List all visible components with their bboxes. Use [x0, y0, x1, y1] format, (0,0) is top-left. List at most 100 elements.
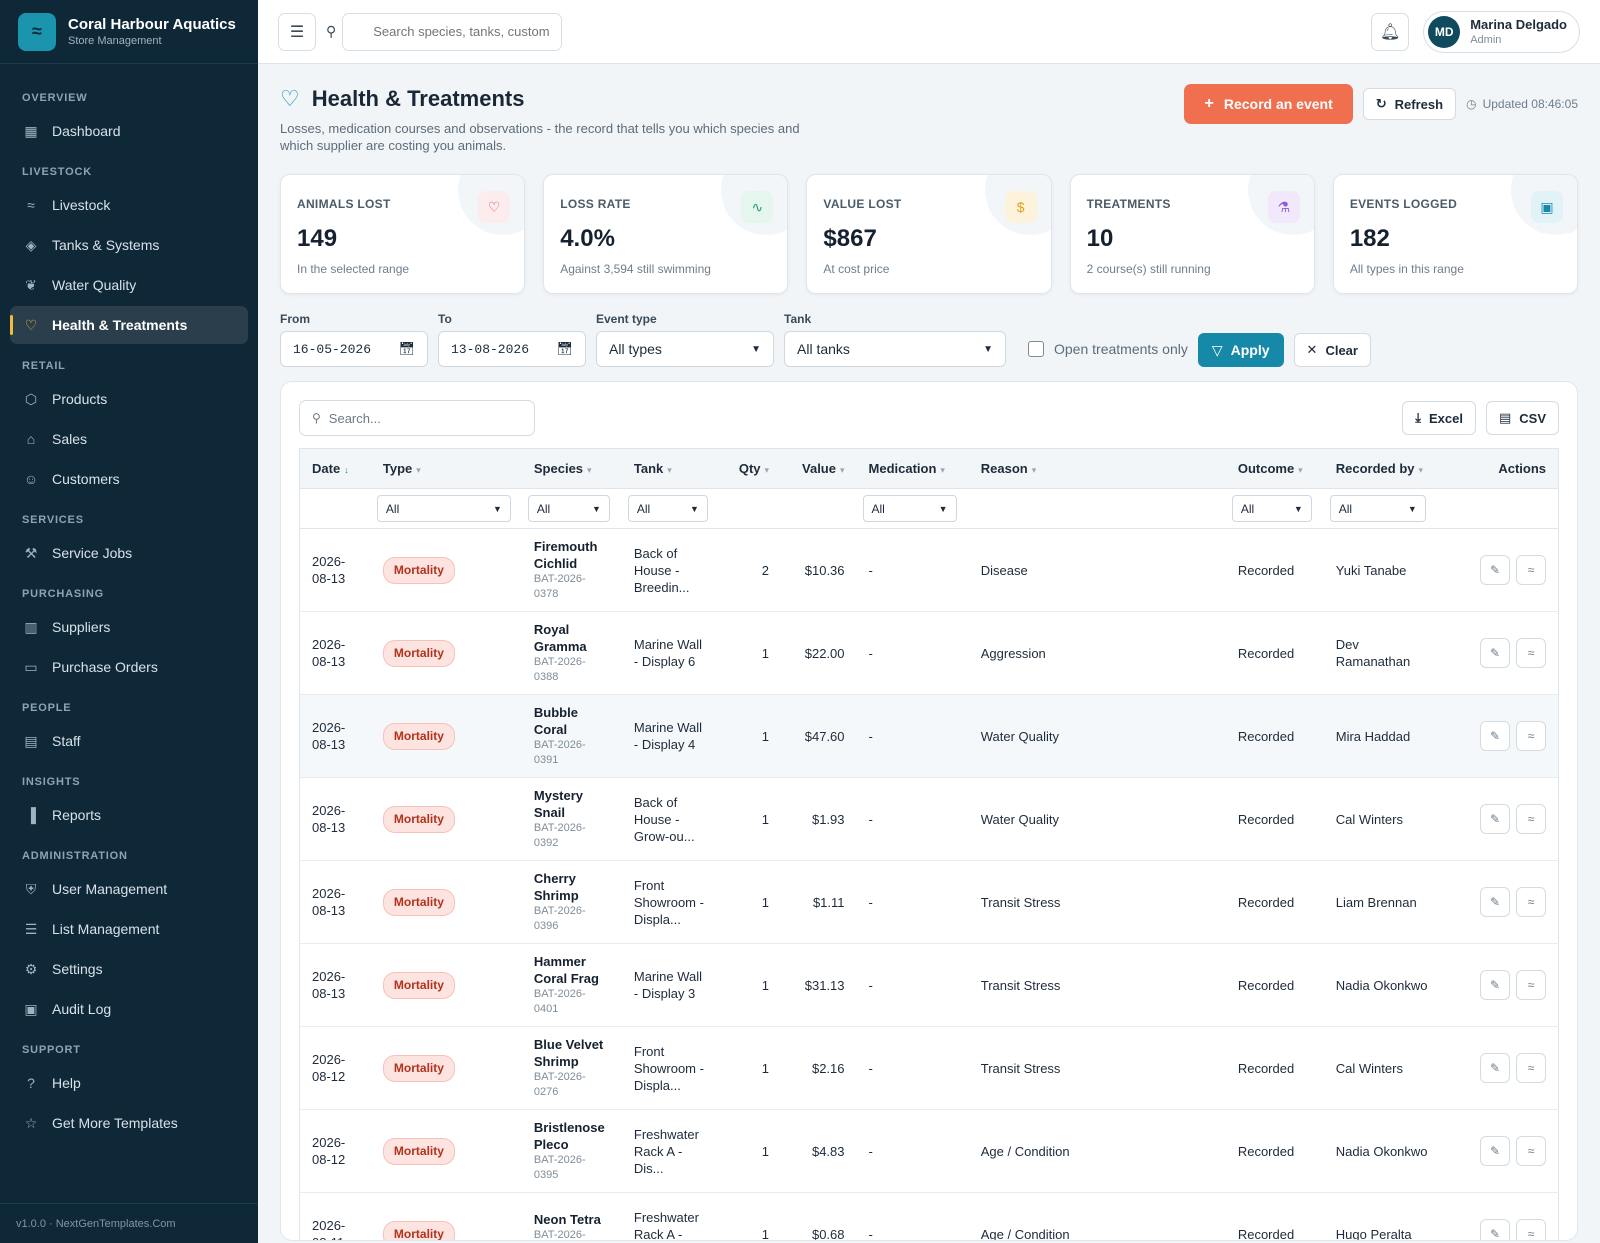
- recorded-by-column-filter[interactable]: All ▼: [1329, 495, 1426, 522]
- sidebar-item-water-quality[interactable]: ❦ Water Quality: [10, 266, 248, 304]
- sidebar-item-dashboard[interactable]: ▦ Dashboard: [10, 112, 248, 150]
- column-header-outcome[interactable]: Outcome ▾: [1226, 449, 1324, 489]
- view-fish-button[interactable]: ≈: [1516, 721, 1546, 751]
- sort-icon[interactable]: ▾: [667, 465, 672, 475]
- sidebar-item-customers[interactable]: ☺ Customers: [10, 460, 248, 498]
- kpi-value: 10: [1086, 225, 1114, 252]
- sidebar-item-purchase-orders[interactable]: ▭ Purchase Orders: [10, 648, 248, 686]
- sidebar-item-get-more-templates[interactable]: ☆ Get More Templates: [10, 1104, 248, 1142]
- sidebar-item-audit-log[interactable]: ▣ Audit Log: [10, 990, 248, 1028]
- column-header-type[interactable]: Type ▾: [371, 449, 522, 489]
- sidebar-item-suppliers[interactable]: ▥ Suppliers: [10, 608, 248, 646]
- edit-button[interactable]: ✎: [1480, 1136, 1510, 1166]
- column-header-tank[interactable]: Tank ▾: [622, 449, 722, 489]
- open-treatments-toggle[interactable]: Open treatments only: [1016, 331, 1188, 367]
- sidebar-item-sales[interactable]: ⌂ Sales: [10, 420, 248, 458]
- column-header-recorded-by[interactable]: Recorded by ▾: [1324, 449, 1446, 489]
- outcome-column-filter[interactable]: All ▼: [1231, 495, 1312, 522]
- edit-button[interactable]: ✎: [1480, 970, 1510, 1000]
- sidebar-item-staff[interactable]: ▤ Staff: [10, 722, 248, 760]
- column-header-species[interactable]: Species ▾: [522, 449, 622, 489]
- view-fish-button[interactable]: ≈: [1516, 887, 1546, 917]
- sidebar-item-settings[interactable]: ⚙ Settings: [10, 950, 248, 988]
- column-header-value[interactable]: Value ▾: [781, 449, 856, 489]
- medication-column-filter[interactable]: All ▼: [862, 495, 957, 522]
- refresh-button[interactable]: ↻ Refresh: [1362, 88, 1457, 120]
- table-row[interactable]: 2026-08-13 Mortality Cherry Shrimp BAT-2…: [299, 861, 1559, 944]
- column-header-medication[interactable]: Medication ▾: [857, 449, 969, 489]
- export-excel-button[interactable]: ⤓ Excel: [1402, 401, 1476, 435]
- sidebar-item-service-jobs[interactable]: ⚒ Service Jobs: [10, 534, 248, 572]
- sort-icon[interactable]: ▾: [1418, 465, 1424, 475]
- event-type-select[interactable]: All types ▼: [596, 331, 774, 367]
- apply-filters-button[interactable]: ▽ Apply: [1197, 333, 1284, 367]
- from-date-input[interactable]: 16-05-2026 📅︎: [280, 331, 428, 367]
- arrow-down-icon[interactable]: ↓: [344, 465, 349, 475]
- species-cell: Neon Tetra BAT-2026-0371: [522, 1193, 622, 1241]
- sidebar-item-list-management[interactable]: ☰ List Management: [10, 910, 248, 948]
- view-fish-button[interactable]: ≈: [1516, 555, 1546, 585]
- sort-icon[interactable]: ▾: [764, 465, 770, 475]
- column-header-date[interactable]: Date ↓: [300, 449, 371, 489]
- to-date-input[interactable]: 13-08-2026 📅︎: [438, 331, 586, 367]
- qty-cell: 1: [761, 645, 770, 661]
- sort-icon[interactable]: ▾: [416, 465, 421, 475]
- table-row[interactable]: 2026-08-12 Mortality Bristlenose Pleco B…: [299, 1110, 1559, 1193]
- tank-select[interactable]: All tanks ▼: [784, 331, 1006, 367]
- table-row[interactable]: 2026-08-13 Mortality Mystery Snail BAT-2…: [299, 778, 1559, 861]
- record-event-button[interactable]: + Record an event: [1184, 84, 1353, 124]
- clear-filters-button[interactable]: ✕ Clear: [1293, 333, 1371, 367]
- sidebar-item-tanks-and-systems[interactable]: ◈ Tanks & Systems: [10, 226, 248, 264]
- species-column-filter[interactable]: All ▼: [527, 495, 610, 522]
- edit-button[interactable]: ✎: [1480, 804, 1510, 834]
- sort-icon[interactable]: ▾: [1298, 465, 1303, 475]
- table-row[interactable]: 2026-08-13 Mortality Hammer Coral Frag B…: [299, 944, 1559, 1027]
- view-fish-button[interactable]: ≈: [1516, 1219, 1546, 1240]
- column-header-qty[interactable]: Qty ▾: [722, 449, 781, 489]
- nav-section-label: PURCHASING: [22, 588, 104, 600]
- sidebar-item-label: Sales: [52, 431, 88, 447]
- sort-icon[interactable]: ▾: [587, 465, 592, 475]
- table-row[interactable]: 2026-08-13 Mortality Firemouth Cichlid B…: [299, 529, 1559, 612]
- edit-button[interactable]: ✎: [1480, 887, 1510, 917]
- type-column-filter[interactable]: All ▼: [376, 495, 511, 522]
- outcome-cell: Recorded: [1237, 894, 1295, 910]
- sidebar-item-user-management[interactable]: ⛨ User Management: [10, 870, 248, 908]
- table-search-input[interactable]: ⚲ Search...: [299, 400, 535, 436]
- view-fish-button[interactable]: ≈: [1516, 1053, 1546, 1083]
- status-badge: Mortality: [382, 556, 455, 584]
- view-fish-button[interactable]: ≈: [1516, 1136, 1546, 1166]
- tank-column-filter[interactable]: All ▼: [627, 495, 708, 522]
- sort-icon[interactable]: ▾: [839, 465, 845, 475]
- user-menu[interactable]: MD Marina Delgado Admin: [1423, 10, 1580, 53]
- edit-button[interactable]: ✎: [1480, 555, 1510, 585]
- column-header-reason[interactable]: Reason ▾: [969, 449, 1226, 489]
- brand[interactable]: ≈ Coral Harbour Aquatics Store Managemen…: [0, 0, 258, 64]
- sidebar-item-products[interactable]: ⬡ Products: [10, 380, 248, 418]
- table-row[interactable]: 2026-08-13 Mortality Royal Gramma BAT-20…: [299, 612, 1559, 695]
- edit-button[interactable]: ✎: [1480, 1053, 1510, 1083]
- edit-button[interactable]: ✎: [1480, 638, 1510, 668]
- sidebar-item-help[interactable]: ? Help: [10, 1064, 248, 1102]
- export-csv-button[interactable]: ▤ CSV: [1485, 401, 1559, 435]
- edit-button[interactable]: ✎: [1480, 721, 1510, 751]
- edit-button[interactable]: ✎: [1480, 1219, 1510, 1240]
- sort-icon[interactable]: ▾: [1031, 465, 1037, 475]
- global-search-input[interactable]: [342, 12, 563, 51]
- table-row[interactable]: 2026-08-11 Mortality Neon Tetra BAT-2026…: [300, 1193, 1559, 1241]
- calendar-icon[interactable]: 📅︎: [556, 341, 573, 357]
- sidebar-item-health-and-treatments[interactable]: ♡ Health & Treatments: [10, 306, 248, 344]
- sidebar-item-reports[interactable]: ▐ Reports: [10, 796, 248, 834]
- menu-toggle-button[interactable]: ☰: [278, 12, 316, 51]
- sidebar-item-livestock[interactable]: ≈ Livestock: [10, 186, 248, 224]
- calendar-icon[interactable]: 📅︎: [398, 341, 415, 357]
- open-treatments-checkbox[interactable]: [1028, 341, 1044, 357]
- table-row[interactable]: 2026-08-12 Mortality Blue Velvet Shrimp …: [299, 1027, 1559, 1110]
- table-row[interactable]: 2026-08-13 Mortality Bubble Coral BAT-20…: [299, 694, 1559, 778]
- view-fish-button[interactable]: ≈: [1516, 970, 1546, 1000]
- view-fish-button[interactable]: ≈: [1516, 804, 1546, 834]
- filter-cell: All ▼: [371, 489, 522, 529]
- sort-icon[interactable]: ▾: [940, 465, 945, 475]
- view-fish-button[interactable]: ≈: [1516, 638, 1546, 668]
- notifications-button[interactable]: 🔔︎: [1371, 12, 1410, 51]
